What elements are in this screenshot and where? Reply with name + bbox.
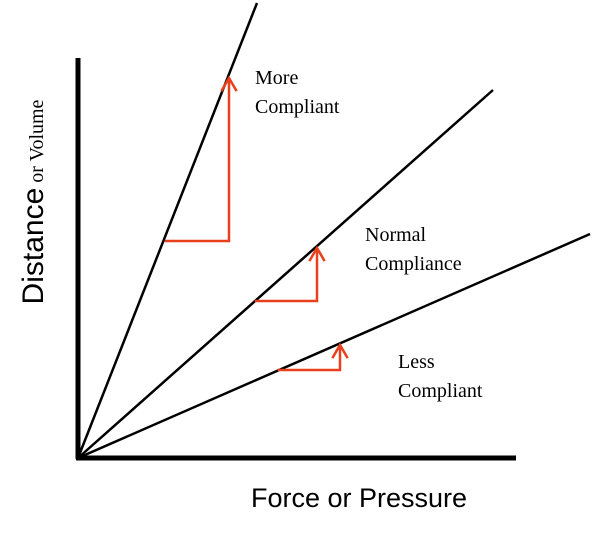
- less-compliant-label-line1: Less: [398, 351, 435, 373]
- more-compliant-label-line1: More: [255, 67, 298, 89]
- more-compliant-label-line2: Compliant: [255, 96, 340, 118]
- more-compliant-slope-indicator: [164, 75, 238, 243]
- less-compliant-label-line2: Compliant: [398, 380, 483, 402]
- y-axis-label-distance: Distance: [17, 188, 50, 305]
- less-compliant-slope-indicator: [277, 342, 349, 372]
- normal-compliance-line: [77, 89, 494, 459]
- less-compliant-line: [77, 232, 591, 460]
- normal-compliance-slope-indicator: [254, 245, 326, 303]
- normal-compliance-label-line2: Compliance: [365, 253, 462, 275]
- normal-compliance-label-line1: Normal: [365, 224, 427, 246]
- x-axis-label: Force or Pressure: [251, 483, 467, 513]
- y-axis-label-or-volume: or Volume: [26, 99, 48, 187]
- y-axis-label: Distance or Volume: [17, 99, 50, 304]
